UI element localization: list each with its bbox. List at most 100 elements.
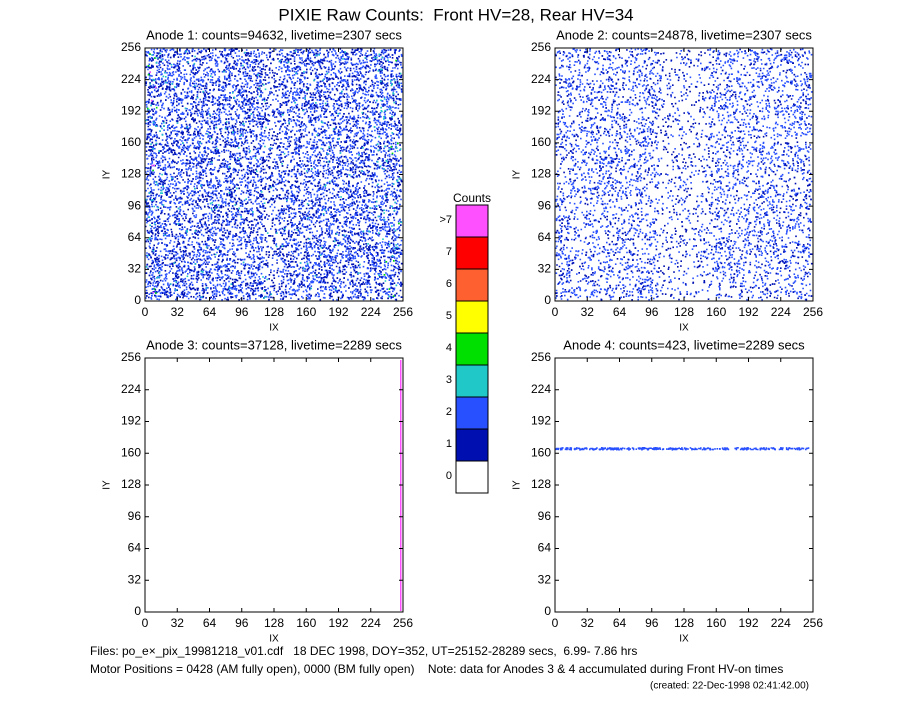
x-tick-label: 160: [706, 305, 726, 319]
x-tick-label: 192: [328, 305, 348, 319]
y-tick-label: 128: [531, 477, 551, 491]
panel-title: Anode 2: counts=24878, livetime=2307 sec…: [556, 27, 812, 42]
x-tick-label: 32: [171, 616, 185, 630]
y-tick-label: 96: [538, 198, 552, 212]
figure-title: PIXIE Raw Counts: Front HV=28, Rear HV=3…: [278, 5, 633, 24]
y-tick-label: 160: [531, 135, 551, 149]
x-axis-label: IX: [269, 323, 279, 334]
y-tick-label: 64: [538, 541, 552, 555]
y-axis-label: IY: [102, 480, 113, 490]
x-tick-label: 224: [771, 616, 791, 630]
colorbar-cell: [455, 460, 489, 494]
y-tick-label: 0: [544, 293, 551, 307]
x-tick-label: 256: [393, 305, 413, 319]
y-tick-label: 32: [538, 262, 552, 276]
x-tick-label: 128: [674, 616, 694, 630]
y-tick-label: 192: [531, 414, 551, 428]
footer-line: Files: po_e×_pix_19981218_v01.cdf 18 DEC…: [90, 644, 637, 658]
x-tick-label: 160: [296, 616, 316, 630]
x-tick-label: 0: [552, 305, 559, 319]
y-tick-label: 32: [128, 572, 142, 586]
x-tick-label: 96: [645, 616, 659, 630]
x-axis-label: IX: [269, 634, 279, 645]
colorbar-label: 1: [446, 438, 452, 450]
colorbar-title: Counts: [453, 191, 491, 205]
y-tick-label: 96: [128, 198, 142, 212]
x-tick-label: 224: [361, 616, 381, 630]
x-tick-label: 64: [613, 305, 627, 319]
y-tick-label: 256: [531, 350, 551, 364]
y-tick-label: 64: [538, 230, 552, 244]
pixel-texture: [145, 48, 403, 301]
y-tick-label: 64: [128, 230, 142, 244]
y-tick-label: 128: [531, 167, 551, 181]
x-tick-label: 224: [361, 305, 381, 319]
colorbar-cell: [455, 236, 489, 270]
panel-title: Anode 3: counts=37128, livetime=2289 sec…: [146, 337, 402, 352]
y-tick-label: 128: [121, 477, 141, 491]
y-tick-label: 32: [128, 262, 142, 276]
pixel-texture: [555, 48, 813, 301]
footer-line: Motor Positions = 0428 (AM fully open), …: [90, 662, 783, 676]
y-tick-label: 160: [121, 445, 141, 459]
y-tick-label: 32: [538, 572, 552, 586]
x-tick-label: 160: [706, 616, 726, 630]
colorbar-cell: [455, 300, 489, 334]
x-tick-label: 96: [645, 305, 659, 319]
colorbar-label: 5: [446, 310, 452, 322]
colorbar-cell: [455, 396, 489, 430]
x-axis-label: IX: [679, 323, 689, 334]
x-tick-label: 96: [235, 616, 249, 630]
y-tick-label: 0: [544, 604, 551, 618]
y-tick-label: 256: [121, 350, 141, 364]
y-tick-label: 224: [121, 72, 141, 86]
x-tick-label: 32: [581, 616, 595, 630]
x-tick-label: 0: [142, 616, 149, 630]
pixel-texture: [555, 447, 810, 451]
y-tick-label: 128: [121, 167, 141, 181]
x-tick-label: 256: [803, 616, 823, 630]
x-tick-label: 192: [328, 616, 348, 630]
colorbar-label: 6: [446, 278, 452, 290]
y-tick-label: 224: [531, 382, 551, 396]
pixel-texture: [555, 48, 813, 301]
x-tick-label: 256: [393, 616, 413, 630]
colorbar-label: 4: [446, 342, 452, 354]
y-axis-label: IY: [102, 169, 113, 179]
y-tick-label: 96: [538, 509, 552, 523]
x-tick-label: 0: [552, 616, 559, 630]
x-tick-label: 128: [264, 305, 284, 319]
y-tick-label: 0: [134, 604, 141, 618]
colorbar-cell: [455, 268, 489, 302]
colorbar-cell: [455, 204, 489, 238]
y-tick-label: 96: [128, 509, 142, 523]
y-tick-label: 256: [121, 40, 141, 54]
panel-title: Anode 4: counts=423, livetime=2289 secs: [563, 337, 805, 352]
colorbar-label: 0: [446, 470, 452, 482]
plot-frame: [144, 357, 404, 613]
colorbar-label: 3: [446, 374, 452, 386]
x-tick-label: 64: [613, 616, 627, 630]
x-tick-label: 128: [264, 616, 284, 630]
x-tick-label: 96: [235, 305, 249, 319]
plot-frame: [554, 357, 814, 613]
x-tick-label: 192: [738, 616, 758, 630]
y-tick-label: 256: [531, 40, 551, 54]
created-note: (created: 22-Dec-1998 02:41:42.00): [650, 681, 809, 692]
x-tick-label: 0: [142, 305, 149, 319]
colorbar-cell: [455, 428, 489, 462]
y-axis-label: IY: [512, 169, 523, 179]
x-tick-label: 32: [171, 305, 185, 319]
x-tick-label: 160: [296, 305, 316, 319]
y-tick-label: 192: [531, 103, 551, 117]
colorbar-cell: [455, 332, 489, 366]
colorbar-label: 2: [446, 406, 452, 418]
y-tick-label: 192: [121, 103, 141, 117]
y-tick-label: 160: [121, 135, 141, 149]
y-axis-label: IY: [512, 480, 523, 490]
colorbar-cell: [455, 364, 489, 398]
y-tick-label: 64: [128, 541, 142, 555]
y-tick-label: 224: [531, 72, 551, 86]
x-tick-label: 64: [203, 616, 217, 630]
